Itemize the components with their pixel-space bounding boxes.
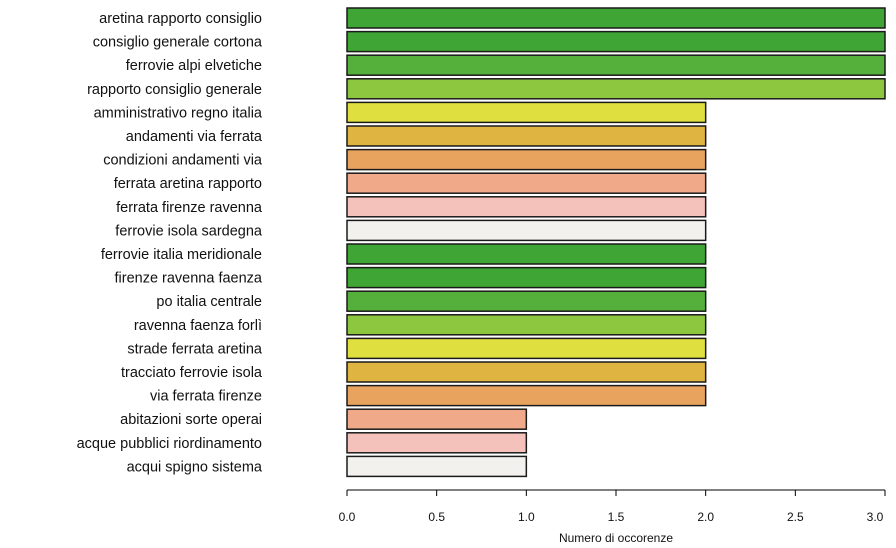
bar-3 — [346, 54, 886, 76]
x-tick-label-2: 0.5 — [428, 510, 445, 524]
category-label-13: po italia centrale — [156, 294, 262, 310]
category-label-5: amministrativo regno italia — [94, 105, 263, 121]
bar-15 — [346, 337, 707, 360]
category-label-17: via ferrata firenze — [150, 389, 262, 405]
bars — [346, 7, 886, 478]
bar-16 — [346, 361, 707, 383]
category-label-6: andamenti via ferrata — [126, 129, 263, 145]
category-label-16: tracciato ferrovie isola — [121, 365, 263, 381]
category-label-4: rapporto consiglio generale — [87, 82, 262, 98]
category-labels: aretina rapporto consiglio consiglio gene… — [77, 11, 263, 475]
bar-1 — [346, 7, 886, 29]
bar-19 — [346, 432, 528, 454]
category-label-1: aretina rapporto consiglio — [99, 11, 262, 27]
bar-13 — [346, 290, 707, 312]
bar-8 — [346, 172, 707, 194]
bar-7 — [346, 148, 707, 171]
category-label-11: ferrovie italia meridionale — [101, 247, 262, 263]
category-label-15: strade ferrata aretina — [127, 341, 263, 357]
x-tick-label-7: 3.0 — [867, 510, 884, 524]
bar-11 — [346, 243, 707, 265]
x-tick-label-4: 1.5 — [608, 510, 625, 524]
category-label-14: ravenna faenza forlì — [134, 318, 262, 334]
category-label-7: condizioni andamenti via — [103, 153, 263, 169]
bar-17 — [346, 384, 707, 407]
category-label-19: acque pubblici riordinamento — [77, 436, 262, 452]
bar-5 — [346, 101, 707, 124]
bar-4 — [346, 78, 886, 100]
x-tick-label-1: 0.0 — [339, 510, 356, 524]
category-label-9: ferrata firenze ravenna — [116, 200, 263, 216]
x-tick-label-6: 2.5 — [787, 510, 804, 524]
bar-14 — [346, 314, 707, 336]
x-tick-label-5: 2.0 — [697, 510, 714, 524]
x-axis-title: Numero di occorenze — [559, 531, 673, 545]
x-tick-label-3: 1.0 — [518, 510, 535, 524]
category-label-3: ferrovie alpi elvetiche — [126, 58, 262, 74]
bar-2 — [346, 30, 886, 53]
category-label-18: abitazioni sorte operai — [120, 412, 262, 428]
category-label-2: consiglio generale cortona — [93, 35, 263, 51]
bar-10 — [346, 219, 707, 242]
category-label-10: ferrovie isola sardegna — [115, 223, 263, 239]
bar-6 — [346, 125, 707, 147]
bar-9 — [346, 196, 707, 218]
category-label-20: acqui spigno sistema — [127, 459, 263, 475]
bar-18 — [346, 408, 528, 430]
x-axis-ticks: 0.0 0.5 1.0 1.5 2.0 2.5 3.0 — [339, 490, 886, 524]
bar-12 — [346, 266, 707, 289]
bar-20 — [346, 455, 528, 478]
category-label-12: firenze ravenna faenza — [114, 271, 262, 287]
category-label-8: ferrata aretina rapporto — [114, 176, 262, 192]
